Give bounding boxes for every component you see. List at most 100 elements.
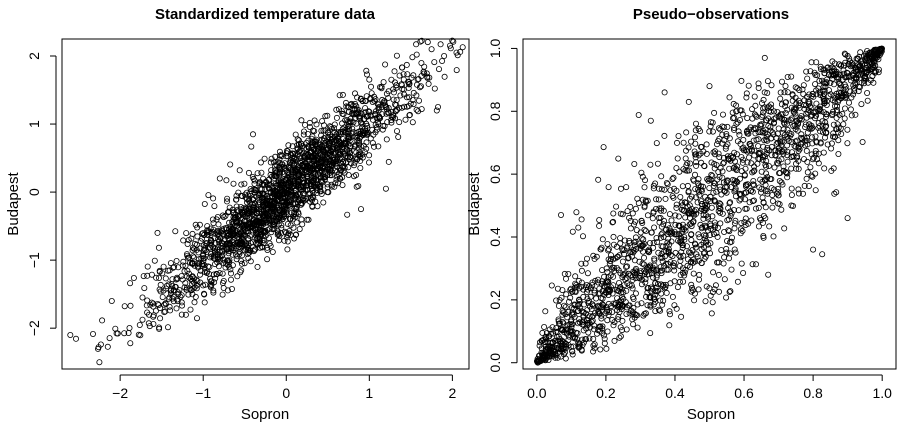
data-point (760, 105, 767, 112)
data-point (345, 108, 352, 115)
data-point (366, 108, 373, 115)
data-point (560, 339, 567, 346)
data-point (366, 152, 373, 159)
data-point (121, 330, 128, 337)
data-point (194, 224, 201, 231)
data-point (809, 112, 816, 119)
y-tick-label: −1 (26, 252, 42, 268)
data-point (718, 247, 725, 254)
data-point (321, 173, 328, 180)
data-point (767, 118, 774, 125)
data-point (339, 110, 346, 117)
data-point (864, 90, 871, 97)
data-point (698, 241, 705, 248)
data-point (345, 123, 352, 130)
data-point (731, 125, 738, 132)
data-point (762, 126, 769, 133)
data-point (814, 156, 821, 163)
data-point (191, 299, 198, 306)
data-point (537, 339, 544, 346)
x-tick-label: 2 (448, 385, 456, 401)
data-point (734, 138, 741, 145)
data-point (195, 264, 202, 271)
data-point (295, 210, 302, 217)
data-point (270, 187, 277, 194)
data-point (224, 246, 231, 253)
data-point (618, 286, 625, 293)
data-point (647, 303, 654, 310)
data-point (536, 352, 543, 359)
data-point (148, 299, 155, 306)
right-y-axis-label: Budapest (466, 171, 483, 235)
data-point (135, 331, 142, 338)
data-point (183, 251, 190, 258)
data-point (669, 293, 676, 300)
data-point (392, 101, 399, 108)
data-point (696, 192, 703, 199)
data-point (659, 267, 666, 274)
data-point (139, 294, 146, 301)
data-point (162, 308, 169, 315)
data-point (224, 195, 231, 202)
data-point (259, 244, 266, 251)
data-point (331, 183, 338, 190)
right-plot-frame (522, 38, 897, 370)
data-point (777, 136, 784, 143)
data-point (736, 131, 743, 138)
data-point (705, 215, 712, 222)
data-point (665, 266, 672, 273)
data-point (795, 190, 802, 197)
data-point (779, 111, 786, 118)
data-point (611, 337, 618, 344)
data-point (331, 167, 338, 174)
data-point (632, 290, 639, 297)
data-point (168, 287, 175, 294)
data-point (652, 180, 659, 187)
data-point (418, 37, 425, 44)
data-point (627, 217, 634, 224)
data-point (215, 221, 222, 228)
data-point (817, 140, 824, 147)
data-point (319, 152, 326, 159)
data-point (250, 207, 257, 214)
data-point (358, 124, 365, 131)
data-point (773, 140, 780, 147)
data-point (572, 288, 579, 295)
data-point (245, 236, 252, 243)
data-point (310, 194, 317, 201)
data-point (789, 97, 796, 104)
data-point (600, 332, 607, 339)
data-point (739, 159, 746, 166)
data-point (382, 61, 389, 68)
data-point (812, 150, 819, 157)
data-point (394, 106, 401, 113)
data-point (646, 246, 653, 253)
data-point (819, 77, 826, 84)
data-point (850, 61, 857, 68)
data-point (686, 167, 693, 174)
data-point (244, 228, 251, 235)
data-point (400, 76, 407, 83)
data-point (668, 217, 675, 224)
y-tick-label: 0.4 (487, 227, 503, 247)
data-point (693, 162, 700, 169)
data-point (706, 83, 713, 90)
data-point (183, 230, 190, 237)
data-point (553, 325, 560, 332)
data-point (221, 225, 228, 232)
data-point (752, 112, 759, 119)
data-point (755, 142, 762, 149)
data-point (335, 137, 342, 144)
data-point (776, 177, 783, 184)
data-point (768, 152, 775, 159)
data-point (775, 160, 782, 167)
data-point (691, 148, 698, 155)
data-point (800, 190, 807, 197)
data-point (779, 78, 786, 85)
data-point (586, 283, 593, 290)
data-point (139, 316, 146, 323)
data-point (762, 153, 769, 160)
data-point (605, 256, 612, 263)
data-point (776, 170, 783, 177)
data-point (238, 260, 245, 267)
